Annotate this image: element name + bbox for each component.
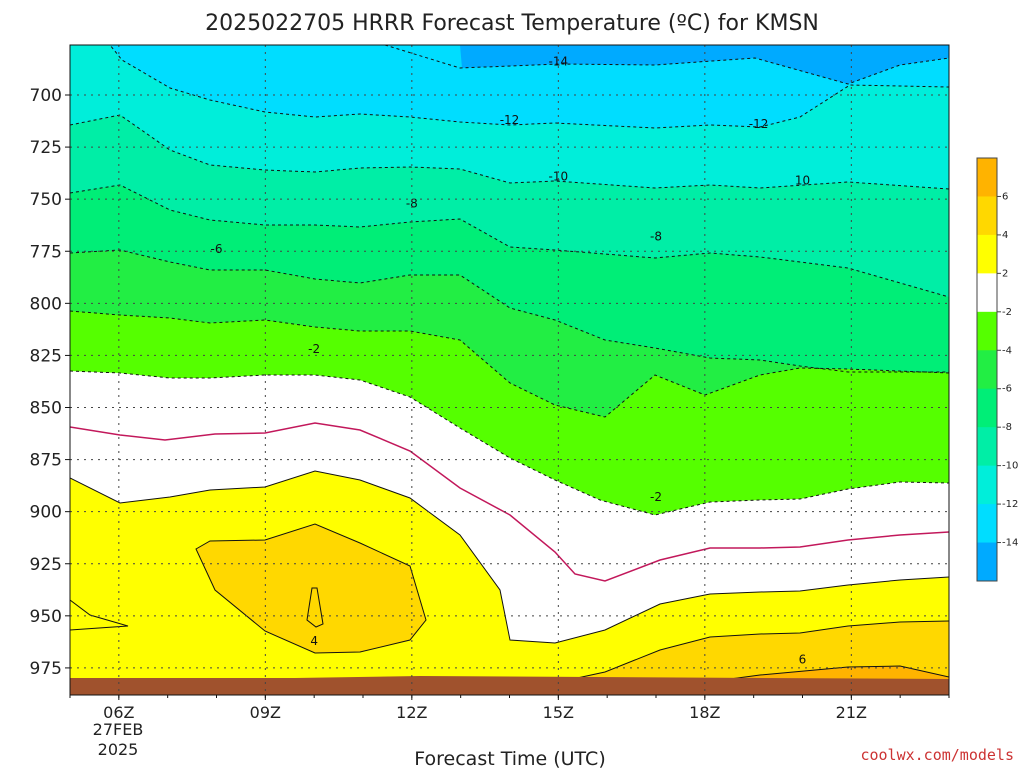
isotherm-2 [70, 470, 949, 644]
y-tick-label: 875 [30, 451, 62, 471]
svg-text:-8: -8 [650, 230, 662, 244]
y-tick-label: 825 [30, 346, 62, 366]
x-tick-label: 18Z [689, 703, 720, 722]
isotherm-minus-4 [70, 310, 949, 418]
isotherm-minus-8 [70, 184, 949, 298]
colorbar-swatch [977, 388, 997, 428]
y-axis: 700 725 750 775 800 825 850 875 900 925 950 975 [30, 86, 70, 679]
contour-label: 10 [795, 173, 810, 187]
colorbar-swatch [977, 542, 997, 582]
isotherm-2-lower-tongue [70, 599, 129, 631]
band-4-to-6-upper [196, 524, 426, 653]
x-tick-label: 12Z [396, 703, 427, 722]
positive-isotherms [70, 470, 949, 687]
contour-labels: -14 -12 -12 -10 10 -8 -8 -6 -2 -2 4 6 [211, 55, 811, 667]
colorbar-label: 6 [1002, 191, 1008, 202]
contour-label: 6 [799, 653, 807, 667]
colorbar-swatch [977, 196, 997, 236]
isotherm-5-pocket [306, 587, 324, 628]
svg-text:-8: -8 [406, 196, 418, 210]
isotherm-minus-2 [70, 370, 949, 516]
chart-title: 2025022705 HRRR Forecast Temperature (ºC… [205, 11, 819, 36]
isotherm-4-loop [195, 523, 427, 654]
svg-text:-2: -2 [308, 342, 320, 356]
surface-ground [70, 676, 949, 695]
contour-label: -10 [549, 169, 569, 183]
y-tick-label: 925 [30, 555, 62, 575]
svg-text:-10: -10 [549, 169, 569, 183]
svg-text:-6: -6 [211, 242, 223, 256]
contour-label: -8 [650, 230, 662, 244]
y-tick-label: 775 [30, 242, 62, 262]
colorbar-label: -14 [1002, 538, 1018, 549]
colorbar-swatch [977, 158, 997, 197]
colorbar-label: -12 [1002, 499, 1018, 510]
colorbar-label: -6 [1002, 384, 1012, 395]
contour-label: -12 [749, 117, 769, 131]
contour-label: -6 [211, 242, 223, 256]
colorbar: 6 4 2 -2 -4 -6 -8 -10 -12 -14 [976, 157, 1018, 582]
y-tick-label: 700 [30, 86, 62, 106]
isotherm-minus-12 [70, 45, 949, 129]
y-tick-label: 750 [30, 190, 62, 210]
colorbar-label: -8 [1002, 422, 1012, 433]
contour-label: -12 [500, 113, 520, 127]
colorbar-frame [976, 157, 998, 582]
contour-label: -2 [650, 490, 662, 504]
colorbar-swatch [977, 504, 997, 544]
x-tick-date-year: 2025 [98, 740, 139, 759]
contour-label: -14 [549, 55, 569, 69]
x-tick-label: 06Z [103, 703, 134, 722]
svg-text:10: 10 [795, 173, 810, 187]
contour-label: -2 [308, 342, 320, 356]
colorbar-swatch [977, 273, 997, 313]
y-tick-label: 725 [30, 138, 62, 158]
y-tick-label: 950 [30, 607, 62, 627]
x-tick-label: 21Z [836, 703, 867, 722]
svg-text:4: 4 [310, 634, 318, 648]
colorbar-swatch [977, 465, 997, 505]
x-tick-label: 15Z [543, 703, 574, 722]
svg-text:6: 6 [799, 653, 807, 667]
svg-text:-12: -12 [749, 117, 769, 131]
y-tick-label: 975 [30, 659, 62, 679]
isotherm-zero [70, 422, 949, 582]
plot-area: -14 -12 -12 -10 10 -8 -8 -6 -2 -2 4 6 [70, 45, 949, 695]
colorbar-swatch [977, 350, 997, 390]
y-tick-label: 900 [30, 503, 62, 523]
svg-text:-14: -14 [549, 55, 569, 69]
y-tick-label: 850 [30, 399, 62, 419]
contour-label: 4 [310, 634, 318, 648]
colorbar-label: -4 [1002, 345, 1012, 356]
colorbar-label: -2 [1002, 307, 1012, 318]
x-axis: 06Z 09Z 12Z 15Z 18Z 21Z [69, 695, 950, 722]
isotherm-6 [699, 665, 949, 684]
credit-link[interactable]: coolwx.com/models [860, 746, 1014, 764]
isotherm-4-right [539, 620, 949, 687]
y-tick-label: 800 [30, 294, 62, 314]
colorbar-label: 2 [1002, 268, 1008, 279]
x-tick-date-day: 27FEB [93, 720, 144, 739]
colorbar-swatch [977, 427, 997, 467]
svg-text:-12: -12 [500, 113, 520, 127]
isotherm-minus-10 [70, 114, 949, 190]
negative-isotherms [70, 45, 949, 516]
colorbar-swatch [977, 234, 997, 274]
isotherm-minus-14 [384, 45, 949, 85]
svg-text:-2: -2 [650, 490, 662, 504]
x-tick-label: 09Z [250, 703, 281, 722]
colorbar-label: 4 [1002, 230, 1008, 241]
x-axis-label: Forecast Time (UTC) [414, 748, 605, 768]
colorbar-swatch [977, 311, 997, 351]
contour-label: -8 [406, 196, 418, 210]
colorbar-label: -10 [1002, 461, 1018, 472]
